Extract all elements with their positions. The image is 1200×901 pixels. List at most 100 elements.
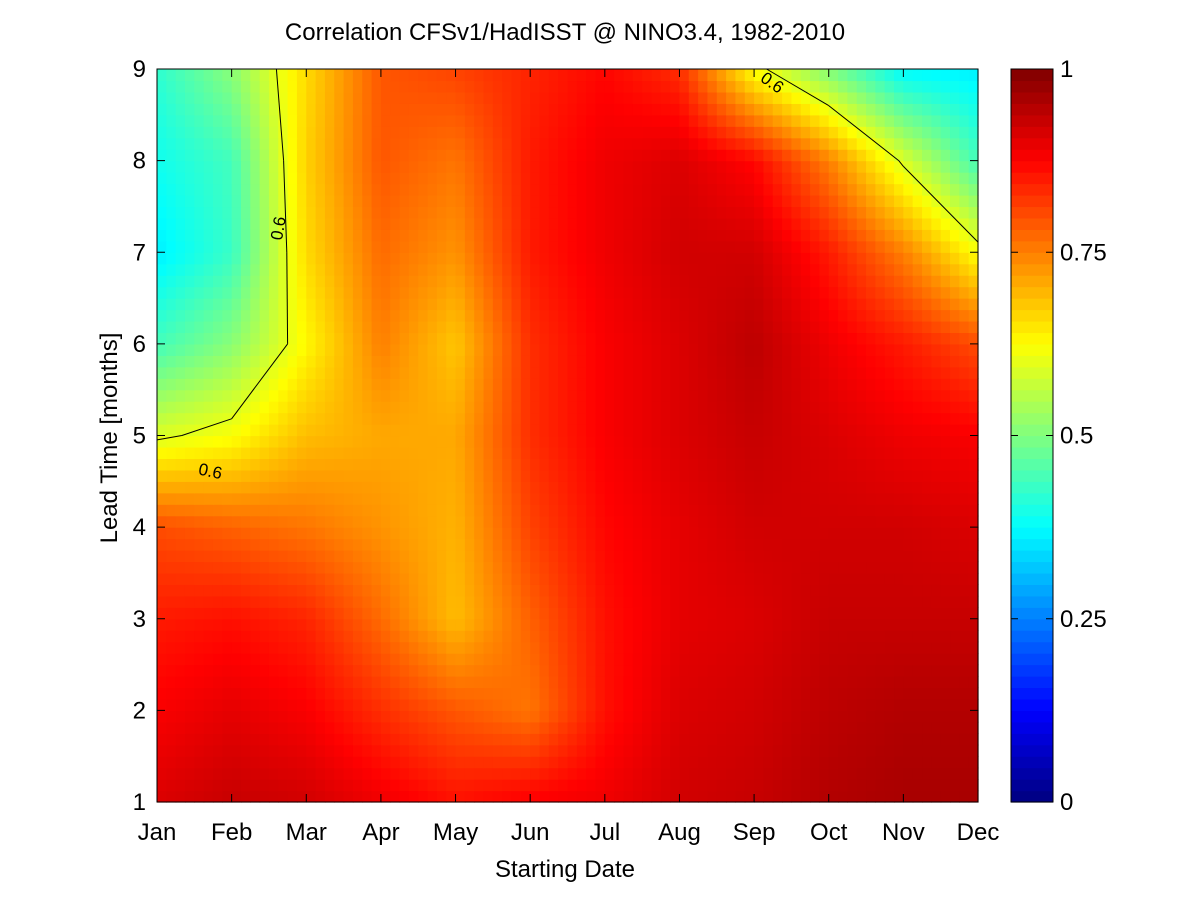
heatmap-cell [576,275,587,288]
heatmap-cell [828,320,839,334]
heatmap-cell [315,481,326,494]
heatmap-cell [595,160,606,173]
heatmap-cell [175,721,186,734]
heatmap-cell [950,492,960,505]
heatmap-cell [922,286,932,299]
heatmap-cell [782,721,793,734]
heatmap-cell [763,320,774,334]
heatmap-cell [502,332,513,345]
heatmap-cell [474,240,485,253]
heatmap-cell [847,446,858,459]
heatmap-cell [623,481,634,494]
heatmap-cell [296,504,307,517]
heatmap-cell [819,206,830,219]
heatmap-cell [157,595,167,608]
heatmap-cell [726,412,737,425]
heatmap-cell [259,469,270,482]
heatmap-cell [492,744,503,757]
heatmap-cell [791,206,802,219]
heatmap-cell [595,343,606,356]
heatmap-cell [642,252,653,265]
heatmap-cell [399,664,410,677]
heatmap-cell [446,343,457,356]
heatmap-cell [595,286,606,299]
heatmap-cell [707,779,718,792]
heatmap-cell [688,733,699,746]
heatmap-cell [744,481,755,494]
heatmap-cell [959,641,970,654]
heatmap-cell [278,389,289,402]
heatmap-cell [576,401,587,414]
heatmap-cell [698,412,709,425]
heatmap-cell [632,790,643,803]
heatmap-cell [763,240,774,253]
heatmap-cell [866,412,876,425]
heatmap-cell [838,217,848,230]
heatmap-cell [604,229,615,242]
heatmap-cell [203,572,214,585]
heatmap-cell [716,401,727,414]
heatmap-cell [231,630,242,643]
heatmap-cell [800,641,811,654]
heatmap-cell [810,538,820,551]
heatmap-cell [483,229,494,242]
heatmap-cell [959,320,970,334]
heatmap-cell [287,183,298,196]
heatmap-cell [866,779,876,792]
heatmap-cell [940,275,951,288]
heatmap-cell [371,309,382,322]
heatmap-cell [408,481,419,494]
heatmap-cell [502,401,513,414]
heatmap-cell [259,286,270,299]
heatmap-cell [903,538,914,551]
heatmap-cell [679,309,690,322]
heatmap-cell [492,515,503,528]
heatmap-cell [614,458,625,471]
heatmap-cell [502,320,513,334]
heatmap-cell [651,320,662,334]
heatmap-cell [698,698,709,711]
heatmap-cell [231,733,242,746]
heatmap-cell [231,355,242,368]
heatmap-cell [875,332,886,345]
heatmap-cell [586,343,597,356]
heatmap-cell [520,595,531,608]
heatmap-cell [754,618,765,631]
heatmap-cell [856,779,867,792]
heatmap-cell [707,412,718,425]
heatmap-cell [324,435,335,448]
heatmap-cell [296,149,307,162]
heatmap-cell [548,469,559,482]
heatmap-cell [250,687,261,700]
heatmap-cell [959,435,970,448]
heatmap-cell [296,515,307,528]
heatmap-cell [828,298,839,311]
heatmap-cell [539,435,550,448]
heatmap-cell [371,458,382,471]
heatmap-cell [688,721,699,734]
heatmap-cell [259,206,270,219]
heatmap-cell [250,504,261,517]
heatmap-cell [548,641,559,654]
heatmap-cell [240,206,251,219]
heatmap-cell [614,389,625,402]
heatmap-cell [810,240,820,253]
heatmap-cell [548,298,559,311]
heatmap-cell [222,458,233,471]
heatmap-cell [866,183,876,196]
heatmap-cell [343,263,354,276]
heatmap-cell [884,435,895,448]
heatmap-cell [903,298,914,311]
heatmap-cell [194,366,205,379]
heatmap-cell [707,366,718,379]
heatmap-cell [390,584,401,597]
heatmap-cell [436,183,447,196]
heatmap-cell [446,584,457,597]
heatmap-cell [679,687,690,700]
heatmap-cell [576,676,587,689]
heatmap-cell [604,240,615,253]
heatmap-cell [567,309,578,322]
heatmap-cell [539,561,550,574]
heatmap-cell [810,229,820,242]
heatmap-cell [632,515,643,528]
